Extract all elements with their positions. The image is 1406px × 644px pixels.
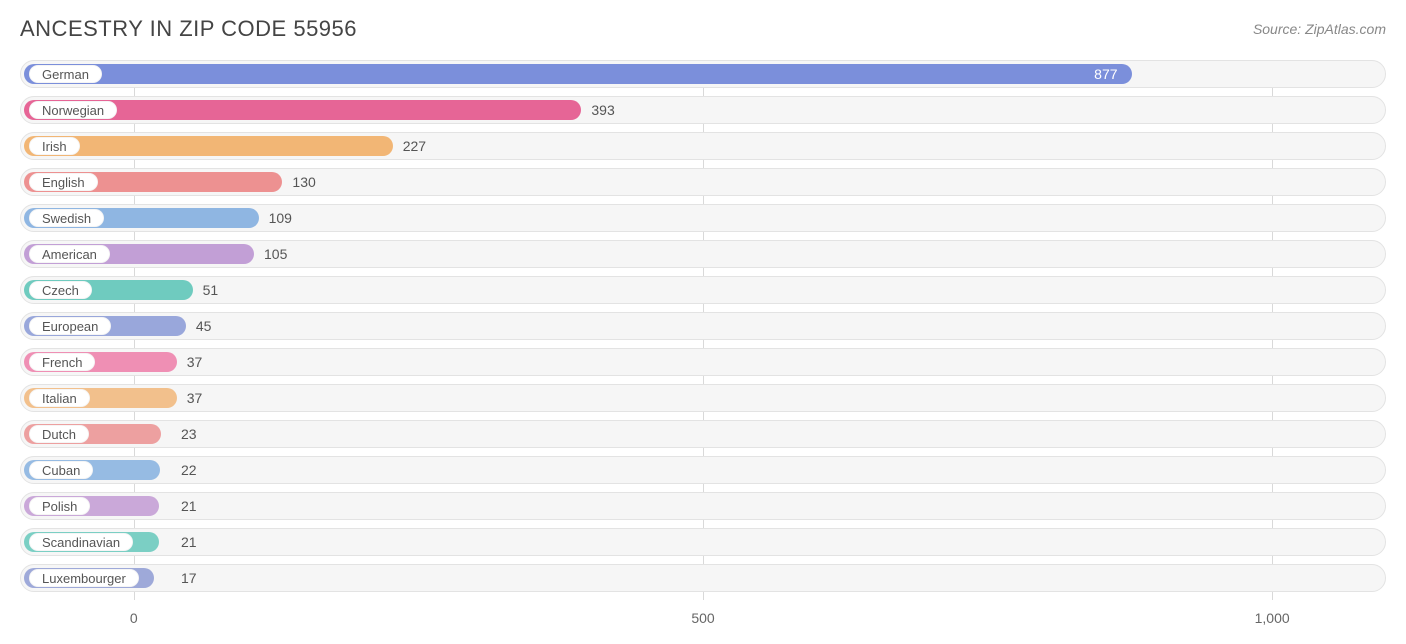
bar-track: Norwegian 393 — [20, 96, 1386, 124]
chart-area: German 877 Norwegian 393 Irish 227 English 130 S… — [20, 60, 1386, 628]
bar-track: Dutch 23 — [20, 420, 1386, 448]
bar-value-label: 45 — [186, 313, 212, 339]
bar-fill — [24, 64, 1132, 84]
bar-category-pill: English — [29, 173, 98, 191]
bar-category-pill: Scandinavian — [29, 533, 133, 551]
bar-category-pill: American — [29, 245, 110, 263]
bar-value-label: 105 — [254, 241, 287, 267]
bar-track: English 130 — [20, 168, 1386, 196]
bar-track: Luxembourger 17 — [20, 564, 1386, 592]
bar-category-pill: Luxembourger — [29, 569, 139, 587]
bar-track: European 45 — [20, 312, 1386, 340]
bar-value-label: 22 — [171, 457, 197, 483]
bar-track: American 105 — [20, 240, 1386, 268]
bar-track: French 37 — [20, 348, 1386, 376]
bar-category-pill: Italian — [29, 389, 90, 407]
bar-value-label: 23 — [171, 421, 197, 447]
bar-category-pill: Dutch — [29, 425, 89, 443]
bar-value-label: 21 — [171, 493, 197, 519]
x-axis-tick-label: 500 — [691, 610, 714, 626]
bar-value-label: 21 — [171, 529, 197, 555]
x-axis: 0 500 1,000 — [20, 606, 1386, 628]
bar-category-pill: Czech — [29, 281, 92, 299]
bar-track: Cuban 22 — [20, 456, 1386, 484]
x-axis-tick-label: 1,000 — [1255, 610, 1290, 626]
x-axis-tick-label: 0 — [130, 610, 138, 626]
bar-track: Polish 21 — [20, 492, 1386, 520]
bar-value-label: 130 — [282, 169, 315, 195]
chart-header: ANCESTRY IN ZIP CODE 55956 Source: ZipAt… — [20, 16, 1386, 42]
bar-value-label: 37 — [177, 385, 203, 411]
bar-value-label: 37 — [177, 349, 203, 375]
bar-category-pill: Cuban — [29, 461, 93, 479]
bar-category-pill: French — [29, 353, 95, 371]
bar-track: Italian 37 — [20, 384, 1386, 412]
bar-category-pill: Polish — [29, 497, 90, 515]
chart-source: Source: ZipAtlas.com — [1253, 21, 1386, 37]
bar-track: German 877 — [20, 60, 1386, 88]
bar-category-pill: Norwegian — [29, 101, 117, 119]
bar-category-pill: European — [29, 317, 111, 335]
chart-title: ANCESTRY IN ZIP CODE 55956 — [20, 16, 357, 42]
bar-track: Swedish 109 — [20, 204, 1386, 232]
bar-value-label: 227 — [393, 133, 426, 159]
bar-value-label: 17 — [171, 565, 197, 591]
bar-category-pill: Swedish — [29, 209, 104, 227]
bar-track: Czech 51 — [20, 276, 1386, 304]
bar-value-label: 51 — [193, 277, 219, 303]
bar-value-label: 109 — [259, 205, 292, 231]
bar-value-label: 393 — [581, 97, 614, 123]
bar-category-pill: German — [29, 65, 102, 83]
bar-value-label: 877 — [1094, 61, 1117, 87]
bar-track: Scandinavian 21 — [20, 528, 1386, 556]
bar-category-pill: Irish — [29, 137, 80, 155]
bar-track: Irish 227 — [20, 132, 1386, 160]
